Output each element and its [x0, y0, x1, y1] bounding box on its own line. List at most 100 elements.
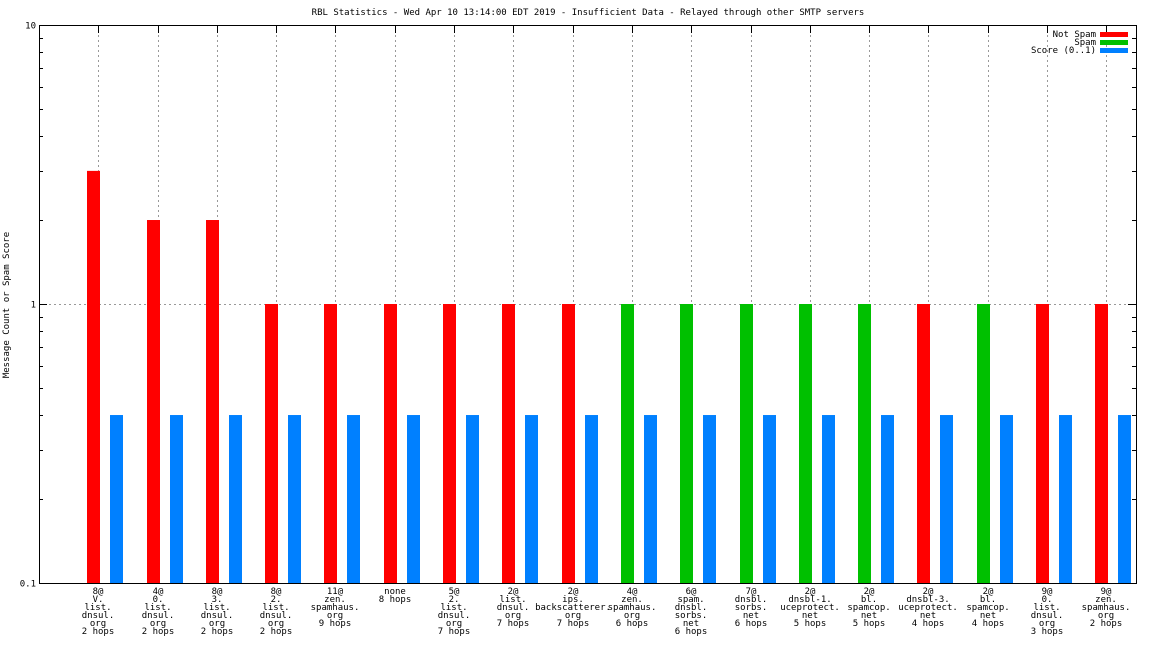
- not-spam-bar: [443, 304, 456, 583]
- x-tick-label: 8@: [93, 587, 104, 597]
- score-bar: [1000, 415, 1013, 583]
- x-tick-label: dnsbl-3.: [906, 595, 949, 605]
- x-tick-label: uceprotect.: [780, 603, 840, 613]
- x-tick-label: spam.: [677, 595, 704, 605]
- legend-swatch: [1100, 32, 1128, 37]
- x-tick-label: org: [624, 611, 640, 621]
- x-tick-label: dnsbl-1.: [788, 595, 831, 605]
- x-tick-label: 6 hops: [675, 627, 708, 637]
- x-tick-label: org: [505, 611, 521, 621]
- x-tick-label: 2 hops: [1090, 619, 1123, 629]
- x-tick-label: 5 hops: [853, 619, 886, 629]
- not-spam-bar: [147, 220, 160, 583]
- x-tick-label: dnsul.: [260, 611, 293, 621]
- x-tick-label: sorbs.: [675, 611, 708, 621]
- x-tick-label: 7 hops: [438, 627, 471, 637]
- x-tick-label: 2.: [271, 595, 282, 605]
- score-bar: [644, 415, 657, 583]
- x-tick-label: dnsul.: [1031, 611, 1064, 621]
- not-spam-bar: [87, 170, 100, 583]
- not-spam-bar: [265, 304, 278, 583]
- x-tick-label: list.: [203, 603, 230, 613]
- x-tick-label: list.: [499, 595, 526, 605]
- x-tick-label: 2@: [568, 587, 579, 597]
- x-tick-label: dnsul.: [82, 611, 115, 621]
- x-tick-label: net: [743, 611, 759, 621]
- score-bar: [229, 415, 242, 583]
- x-tick-label: 9@: [1101, 587, 1112, 597]
- x-tick-label: 2.: [449, 595, 460, 605]
- x-tick-label: list.: [1033, 603, 1060, 613]
- score-bar: [703, 415, 716, 583]
- x-tick-label: 2@: [864, 587, 875, 597]
- x-tick-label: backscatterer.: [535, 603, 611, 613]
- y-tick-label: 10: [25, 22, 36, 32]
- x-tick-label: 2@: [923, 587, 934, 597]
- spam-bar: [621, 304, 634, 583]
- x-tick-label: 2 hops: [142, 627, 175, 637]
- x-tick-label: uceprotect.: [898, 603, 958, 613]
- x-tick-label: none: [384, 587, 406, 597]
- x-tick-label: list.: [84, 603, 111, 613]
- x-tick-label: 7 hops: [497, 619, 530, 629]
- x-tick-label: zen.: [621, 595, 643, 605]
- x-tick-label: spamcop.: [966, 603, 1009, 613]
- score-bar: [466, 415, 479, 583]
- x-tick-label: 2@: [508, 587, 519, 597]
- y-axis-ticks: 0.1 1 10: [20, 22, 1136, 590]
- x-tick-label: bl.: [861, 595, 877, 605]
- x-tick-label: ips.: [562, 595, 584, 605]
- x-tick-label: org: [268, 619, 284, 629]
- x-tick-label: 6 hops: [616, 619, 649, 629]
- x-tick-label: 2 hops: [201, 627, 234, 637]
- x-tick-label: zen.: [1095, 595, 1117, 605]
- x-tick-label: 2 hops: [260, 627, 293, 637]
- x-tick-label: net: [683, 619, 699, 629]
- x-tick-label: list.: [440, 603, 467, 613]
- spam-bar: [977, 304, 990, 583]
- x-tick-label: zen.: [324, 595, 346, 605]
- x-tick-label: 7 hops: [557, 619, 590, 629]
- x-tick-label: 8@: [212, 587, 223, 597]
- score-bar: [763, 415, 776, 583]
- x-tick-label: 11@: [327, 587, 344, 597]
- x-tick-label: spamhaus.: [608, 603, 657, 613]
- x-tick-label: 6@: [686, 587, 697, 597]
- x-tick-label: dnsul.: [142, 611, 175, 621]
- x-tick-label: 0.: [153, 595, 164, 605]
- x-tick-label: 8@: [271, 587, 282, 597]
- x-tick-label: 3.: [212, 595, 223, 605]
- x-tick-label: dnsul.: [438, 611, 471, 621]
- x-tick-label: 7@: [746, 587, 757, 597]
- bars: [87, 170, 1131, 583]
- x-tick-label: spamcop.: [847, 603, 890, 613]
- score-bar: [110, 415, 123, 583]
- x-tick-label: 5@: [449, 587, 460, 597]
- x-tick-label: sorbs.: [735, 603, 768, 613]
- not-spam-bar: [562, 304, 575, 583]
- x-tick-label: dnsul.: [497, 603, 530, 613]
- x-tick-label: org: [1039, 619, 1055, 629]
- not-spam-bar: [502, 304, 515, 583]
- x-tick-label: 4@: [153, 587, 164, 597]
- x-tick-label: V.: [93, 595, 104, 605]
- x-tick-label: net: [802, 611, 818, 621]
- legend-swatch: [1100, 40, 1128, 45]
- x-tick-label: list.: [262, 603, 289, 613]
- x-tick-label: 4 hops: [912, 619, 945, 629]
- score-bar: [585, 415, 598, 583]
- x-tick-label: 8 hops: [379, 595, 412, 605]
- x-tick-label: 9@: [1042, 587, 1053, 597]
- x-tick-label: net: [861, 611, 877, 621]
- x-tick-label: 2@: [805, 587, 816, 597]
- legend-label: Spam: [1074, 38, 1096, 48]
- x-tick-label: 4 hops: [972, 619, 1005, 629]
- x-tick-label: spamhaus.: [1082, 603, 1131, 613]
- spam-bar: [740, 304, 753, 583]
- x-tick-label: 2 hops: [82, 627, 115, 637]
- score-bar: [407, 415, 420, 583]
- x-tick-label: spamhaus.: [311, 603, 360, 613]
